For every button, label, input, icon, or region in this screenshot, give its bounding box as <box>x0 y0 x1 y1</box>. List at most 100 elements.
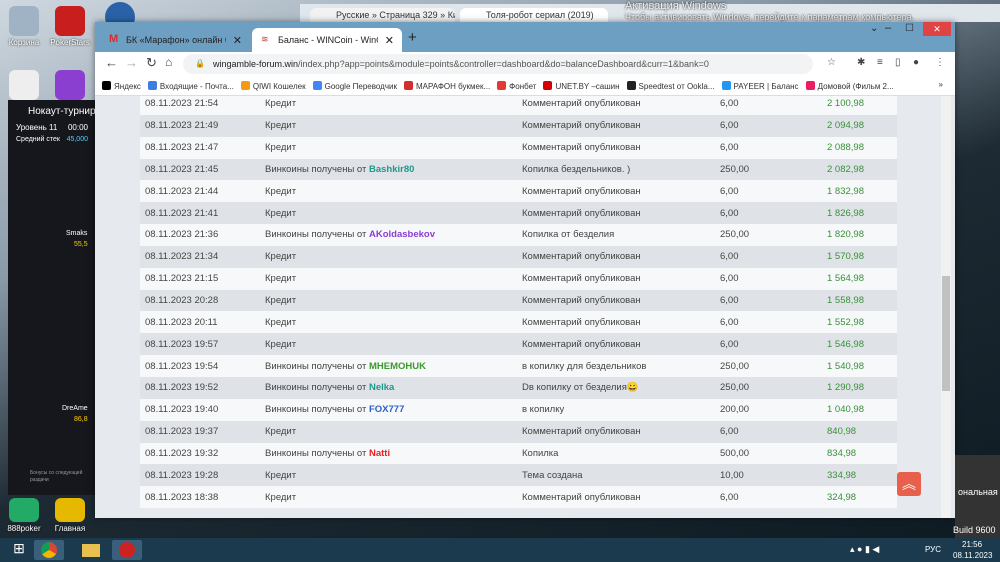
url-host: wingamble-forum.win <box>213 59 299 69</box>
close-tab-icon[interactable]: ✕ <box>384 35 394 47</box>
date-cell: 08.11.2023 21:44 <box>140 180 260 203</box>
bookmark-label: Фонбет <box>509 82 537 91</box>
poker-icon <box>119 542 135 558</box>
date-cell: 08.11.2023 19:40 <box>140 398 260 421</box>
menu-icon[interactable]: ⋮ <box>935 57 945 68</box>
description-text: Кредит <box>265 469 297 481</box>
table-row: 08.11.2023 21:36 Винкоины получены от AK… <box>140 224 897 246</box>
amount-cell: 6,00 <box>715 114 822 137</box>
background-tab[interactable]: Русские » Страница 329 » Кино <box>310 8 455 22</box>
poker-tournament-widget[interactable]: Нокаут-турнир Уровень 11 00:00 Средний ст… <box>8 100 96 495</box>
close-window-button[interactable]: ✕ <box>923 22 951 36</box>
extensions-icon[interactable]: ✱ <box>857 57 866 68</box>
scroll-to-top-button[interactable]: ︽ <box>897 472 921 496</box>
bookmark[interactable]: PAYEER | Баланс <box>721 81 799 95</box>
desktop-icon-main[interactable]: Главная <box>40 498 100 533</box>
description-cell: Кредит <box>260 245 517 268</box>
bookmark[interactable]: UNET.BY –сашин <box>543 81 620 95</box>
balance-cell: 1 820,98 <box>822 224 897 246</box>
bookmark[interactable]: QIWI Кошелек <box>240 81 306 95</box>
desktop-icon-recycle-bin[interactable]: Корзина <box>0 6 54 47</box>
taskbar-chrome[interactable] <box>34 540 64 560</box>
level-time: 00:00 <box>67 123 88 132</box>
comment-cell: Комментарий опубликован <box>517 486 715 509</box>
scrollbar-thumb[interactable] <box>942 276 950 391</box>
bookmarks-bar: Яндекс Входящие - Почта... QIWI Кошелек Goo… <box>95 76 955 96</box>
comment-cell: Dв копилку от безделия😀 <box>517 376 715 399</box>
bookmarks-more-button[interactable]: » <box>934 80 943 89</box>
user-link[interactable]: AKoldasbekov <box>368 229 435 241</box>
user-link[interactable]: FOX777 <box>368 404 405 416</box>
desktop-icon-888poker[interactable]: 888poker <box>0 498 54 533</box>
comment-cell: Комментарий опубликован <box>517 333 715 356</box>
desktop-icon-app[interactable] <box>40 70 100 102</box>
bookmark-icon <box>312 81 322 90</box>
new-tab-button[interactable]: + <box>408 29 417 46</box>
user-link[interactable]: Bashkir80 <box>368 163 415 175</box>
comment-cell: Комментарий опубликован <box>517 245 715 268</box>
comment-cell: Комментарий опубликован <box>517 311 715 334</box>
home-button[interactable]: ⌂ <box>165 55 173 69</box>
bookmark[interactable]: Speedtest от Ookla... <box>626 81 715 95</box>
bookmark[interactable]: МАРАФОН букмек... <box>403 81 490 95</box>
taskbar: ⊞ ▴ ● ▮ ◀ РУС 21:56 08.11.2023 <box>0 538 1000 562</box>
date-cell: 08.11.2023 21:36 <box>140 224 260 246</box>
taskbar-poker[interactable] <box>112 540 142 560</box>
maximize-button[interactable]: ☐ <box>905 23 914 34</box>
table-row: 08.11.2023 21:44 Кредит Комментарий опуб… <box>140 180 897 203</box>
bookmark[interactable]: Яндекс <box>102 81 141 95</box>
clock-date[interactable]: 08.11.2023 <box>953 551 993 560</box>
bookmark[interactable]: Входящие - Почта... <box>147 81 234 95</box>
date-cell: 08.11.2023 21:15 <box>140 267 260 290</box>
table-row: 08.11.2023 19:28 Кредит Тема создана 10,… <box>140 464 897 487</box>
tray-icons[interactable]: ▴ ● ▮ ◀ <box>850 544 880 554</box>
minimize-button[interactable]: – <box>885 22 892 34</box>
date-cell: 08.11.2023 21:54 <box>140 96 260 115</box>
tab-marathon[interactable]: M БК «Марафон» онлайн букмекерская ✕ <box>100 28 250 52</box>
sidepanel-icon[interactable]: ▯ <box>895 57 901 68</box>
bookmark-icon <box>721 81 731 90</box>
description-cell: Кредит <box>260 289 517 312</box>
scrollbar[interactable] <box>941 96 951 518</box>
star-icon[interactable]: ☆ <box>827 57 836 68</box>
address-bar[interactable]: 🔒 wingamble-forum.win/index.php?app=point… <box>183 54 813 74</box>
taskbar-explorer[interactable] <box>76 540 106 560</box>
bookmark-label: Входящие - Почта... <box>159 82 234 91</box>
bookmark[interactable]: Google Переводчик <box>312 81 397 95</box>
date-cell: 08.11.2023 21:49 <box>140 114 260 137</box>
bookmark[interactable]: Фонбет <box>497 81 536 95</box>
profile-icon[interactable]: ● <box>913 57 920 68</box>
desktop-icon-file[interactable] <box>0 70 54 102</box>
amount-cell: 250,00 <box>715 355 822 377</box>
user-link[interactable]: Nelka <box>368 382 395 394</box>
bookmark[interactable]: Домовой (Фильм 2... <box>805 81 894 95</box>
media-icon[interactable]: ≡ <box>877 57 883 68</box>
table-row: 08.11.2023 21:47 Кредит Комментарий опуб… <box>140 136 897 159</box>
bookmark-label: Домовой (Фильм 2... <box>817 82 894 91</box>
background-tab[interactable]: Толя-робот сериал (2019) <box>460 8 608 22</box>
amount-cell: 6,00 <box>715 267 822 290</box>
balance-cell: 1 546,98 <box>822 333 897 356</box>
user-link[interactable]: MHEMOHUK <box>368 360 426 372</box>
back-button[interactable]: ← <box>105 55 118 70</box>
desktop-icon-pokerstars[interactable]: PokerStars <box>40 6 100 47</box>
date-cell: 08.11.2023 21:47 <box>140 136 260 159</box>
player-stack: 86,8 <box>74 416 88 423</box>
activation-text: Чтобы активировать Windows, перейдите к … <box>625 12 915 22</box>
poker-title: Нокаут-турнир <box>28 106 96 117</box>
language-indicator[interactable]: РУС <box>925 545 942 554</box>
reload-button[interactable]: ↻ <box>146 55 157 70</box>
bookmark-icon <box>102 81 111 90</box>
forward-button[interactable]: → <box>125 55 138 70</box>
description-cell: Кредит <box>260 180 517 203</box>
start-button[interactable]: ⊞ <box>13 540 25 556</box>
wingamble-icon: ≋ <box>261 34 269 44</box>
date-cell: 08.11.2023 21:41 <box>140 202 260 225</box>
user-link[interactable]: Natti <box>368 447 391 459</box>
amount-cell: 6,00 <box>715 202 822 225</box>
clock-time[interactable]: 21:56 <box>962 540 983 549</box>
tab-search-icon[interactable]: ⌄ <box>870 23 879 34</box>
close-tab-icon[interactable]: ✕ <box>232 35 242 47</box>
tab-wingamble[interactable]: ≋ Баланс - WINCoin - WinGamble ✕ <box>252 28 402 52</box>
chrome-icon <box>41 542 57 558</box>
